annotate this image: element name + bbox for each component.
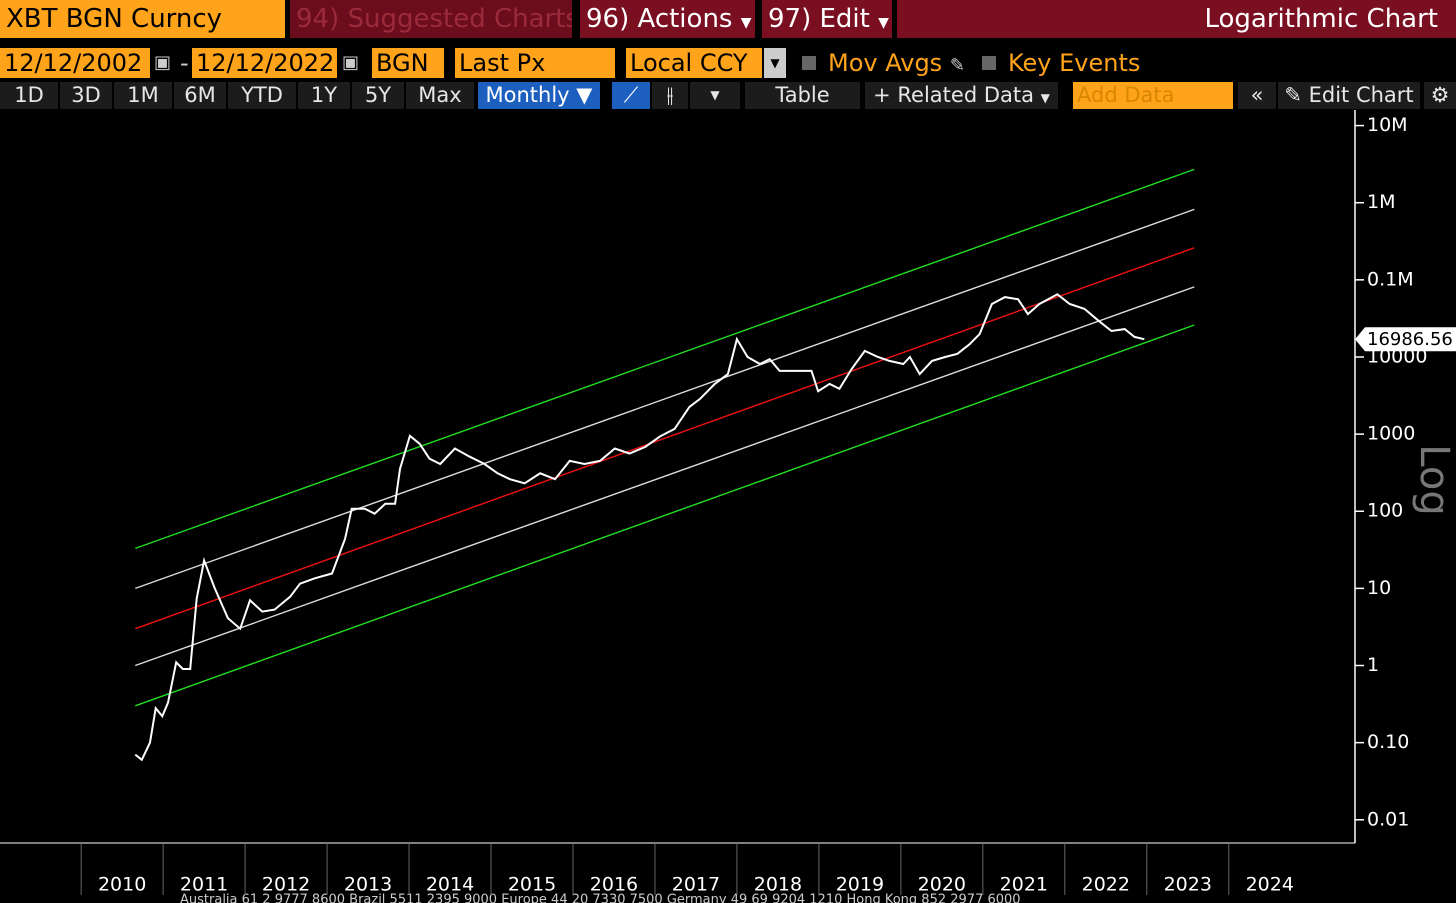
x-tick-label: 2012 [262,874,310,896]
menu-item[interactable]: 97) Edit ▼ [762,0,892,38]
x-tick-label: 2023 [1164,874,1212,896]
period-button[interactable]: 1D [0,82,58,109]
y-tick-label: 1 [1367,654,1379,676]
scale-label: Log [1411,444,1456,515]
collapse[interactable]: « [1238,82,1276,109]
calendar-icon[interactable]: ▣ [154,52,172,73]
y-tick-label: 1M [1367,191,1395,213]
y-tick-label: 10 [1367,577,1391,599]
series-line [135,247,1195,630]
option[interactable]: Key Events [1008,49,1141,77]
table-button[interactable]: Table [745,82,860,109]
menu-label: 97) Edit [768,4,870,34]
frequency-label: Monthly [485,83,570,107]
menu-item[interactable]: 94) Suggested Charts [290,0,572,38]
calendar-icon[interactable]: ▣ [342,52,360,73]
x-tick-label: 2011 [180,874,228,896]
x-tick-label: 2010 [98,874,146,896]
frequency[interactable]: Monthly ▼ [478,82,600,109]
series-line [135,286,1195,667]
currency[interactable]: Local CCY [626,48,762,78]
edit-label: Edit Chart [1308,83,1414,107]
x-tick-label: 2022 [1082,874,1130,896]
menu-label: 96) Actions [586,4,733,34]
last-value-label: 16986.56 [1367,329,1453,350]
option[interactable]: Mov Avgs ✎ [828,49,964,77]
x-tick-label: 2018 [754,874,802,896]
period-button[interactable]: Max [406,82,474,109]
y-tick-label: 10M [1367,114,1408,136]
checkbox[interactable] [802,56,816,70]
y-tick-label: 1000 [1367,423,1415,445]
add-data[interactable]: Add Data [1073,82,1233,109]
period-button[interactable]: 6M [174,82,226,109]
field[interactable]: Last Px [455,48,615,78]
x-tick-label: 2013 [344,874,392,896]
window-title: Logarithmic Chart [897,0,1456,38]
y-tick-label: 0.1M [1367,268,1414,290]
y-tick-label: 0.01 [1367,808,1409,830]
ticker[interactable]: XBT BGN Curncy [0,0,285,38]
end-date[interactable]: 12/12/2022 [192,48,337,78]
x-tick-label: 2024 [1246,874,1294,896]
x-tick-label: 2019 [836,874,884,896]
start-date[interactable]: 12/12/2002 [0,48,150,78]
x-tick-label: 2015 [508,874,556,896]
x-tick-label: 2017 [672,874,720,896]
chart: Log Australia 61 2 9777 8600 Brazil 5511… [0,110,1456,903]
y-tick-label: 100 [1367,500,1403,522]
series-line [135,208,1195,590]
bar-icon[interactable]: ⫲ [652,82,688,109]
source[interactable]: BGN [372,48,444,78]
x-tick-label: 2016 [590,874,638,896]
settings[interactable]: ⚙ [1424,82,1456,109]
y-tick-label: 0.10 [1367,731,1409,753]
x-tick-label: 2020 [918,874,966,896]
series-line [135,324,1195,707]
period-button[interactable]: 3D [60,82,112,109]
dash: - [180,49,189,77]
period-button[interactable]: 5Y [352,82,404,109]
edit-chart[interactable]: ✎ Edit Chart [1278,82,1420,109]
last-value-box [1355,327,1456,352]
checkbox[interactable] [982,56,996,70]
x-tick-label: 2014 [426,874,474,896]
series-line [135,168,1195,550]
x-tick-label: 2021 [1000,874,1048,896]
menu-item[interactable]: 96) Actions ▼ [580,0,755,38]
period-button[interactable]: 1Y [298,82,350,109]
period-button[interactable]: YTD [228,82,296,109]
related-label: Related Data [897,83,1034,107]
related-data[interactable]: + Related Data ▼ [865,82,1058,109]
option-label: Mov Avgs [828,49,943,77]
period-button[interactable]: 1M [114,82,172,109]
line-icon[interactable]: ⟋ [612,82,650,109]
series-line [134,293,1145,762]
footer: Australia 61 2 9777 8600 Brazil 5511 239… [180,893,1021,903]
dropdown[interactable]: ▼ [690,82,740,109]
dropdown[interactable]: ▼ [764,48,786,78]
